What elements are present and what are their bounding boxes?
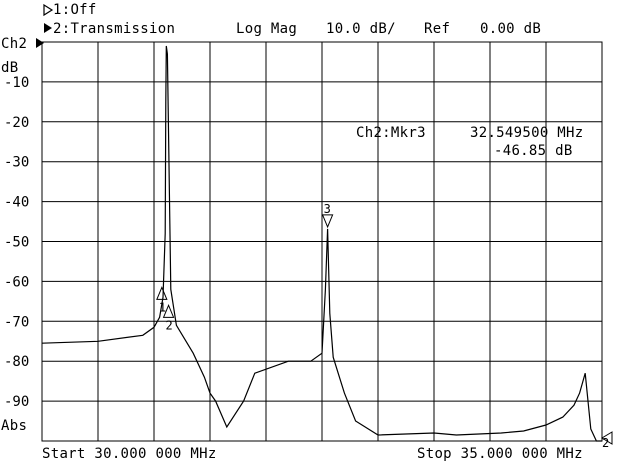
ref-pointer-left bbox=[36, 38, 44, 48]
marker-name: Ch2:Mkr3 bbox=[356, 125, 426, 141]
y-tick-label: -40 bbox=[4, 195, 29, 211]
channel-label: Ch2 bbox=[1, 36, 28, 52]
ch2-status[interactable]: 2:Transmission bbox=[53, 21, 176, 37]
ch1-triangle-icon bbox=[43, 3, 54, 17]
ch2-triangle-icon bbox=[44, 23, 52, 33]
start-frequency[interactable]: Start 30.000 000 MHz bbox=[42, 446, 217, 462]
marker-label: 3 bbox=[324, 202, 331, 216]
stop-frequency[interactable]: Stop 35.000 000 MHz bbox=[417, 446, 583, 462]
abs-label: Abs bbox=[1, 418, 28, 434]
y-tick-label: -70 bbox=[4, 314, 29, 330]
marker-triangle-icon bbox=[321, 214, 334, 229]
marker-frequency: 32.549500 MHz bbox=[470, 125, 584, 141]
ref-pointer-label: 2 bbox=[602, 436, 610, 450]
y-tick-label: -20 bbox=[4, 115, 29, 131]
y-tick-label: -30 bbox=[4, 155, 29, 171]
format-label[interactable]: Log Mag bbox=[236, 21, 298, 37]
marker-label: 1 bbox=[159, 300, 166, 314]
marker-1: 1 bbox=[156, 286, 168, 314]
marker-value: -46.85 dB bbox=[494, 143, 573, 159]
ch1-status[interactable]: 1:Off bbox=[53, 2, 97, 18]
marker-label: 2 bbox=[166, 318, 173, 332]
unit-label: dB bbox=[1, 60, 19, 76]
y-tick-label: -60 bbox=[4, 274, 29, 290]
markers: 12 3 bbox=[156, 202, 334, 332]
marker-triangle-icon bbox=[156, 286, 168, 300]
graticule bbox=[41, 41, 603, 442]
marker-2: 2 bbox=[162, 304, 175, 332]
y-tick-label: -10 bbox=[4, 75, 29, 91]
y-tick-labels: -10 -20 -30 -40 -50 -60 -70 -80 -90 bbox=[4, 75, 29, 410]
marker-3: 3 bbox=[321, 202, 334, 229]
transmission-trace bbox=[41, 45, 602, 442]
ref-pointer-right bbox=[601, 431, 613, 445]
ref-value[interactable]: 0.00 dB bbox=[480, 21, 542, 37]
marker-triangle-icon bbox=[162, 304, 175, 318]
y-tick-label: -90 bbox=[4, 394, 29, 410]
y-tick-label: -80 bbox=[4, 354, 29, 370]
y-tick-label: -50 bbox=[4, 235, 29, 251]
ref-label: Ref bbox=[424, 21, 451, 37]
scale-label[interactable]: 10.0 dB/ bbox=[326, 21, 396, 37]
